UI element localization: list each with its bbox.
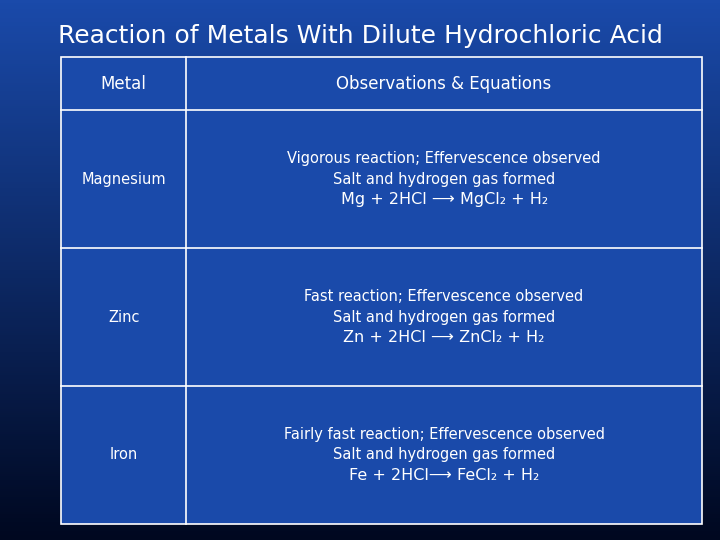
Text: Zinc: Zinc [108,309,140,325]
Text: Salt and hydrogen gas formed: Salt and hydrogen gas formed [333,448,555,462]
Bar [61,57,702,524]
Text: Iron: Iron [109,448,138,462]
Text: Zn + 2HCl ⟶ ZnCl₂ + H₂: Zn + 2HCl ⟶ ZnCl₂ + H₂ [343,330,545,345]
Text: Salt and hydrogen gas formed: Salt and hydrogen gas formed [333,309,555,325]
Text: Metal: Metal [101,75,147,92]
Text: Salt and hydrogen gas formed: Salt and hydrogen gas formed [333,172,555,187]
Text: Observations & Equations: Observations & Equations [336,75,552,92]
Text: Magnesium: Magnesium [81,172,166,187]
Text: Fe + 2HCl⟶ FeCl₂ + H₂: Fe + 2HCl⟶ FeCl₂ + H₂ [349,468,539,483]
Text: Vigorous reaction; Effervescence observed: Vigorous reaction; Effervescence observe… [287,151,600,166]
Text: Fast reaction; Effervescence observed: Fast reaction; Effervescence observed [305,289,584,304]
Text: Mg + 2HCl ⟶ MgCl₂ + H₂: Mg + 2HCl ⟶ MgCl₂ + H₂ [341,192,548,207]
Text: Fairly fast reaction; Effervescence observed: Fairly fast reaction; Effervescence obse… [284,427,605,442]
Text: Reaction of Metals With Dilute Hydrochloric Acid: Reaction of Metals With Dilute Hydrochlo… [58,24,662,48]
